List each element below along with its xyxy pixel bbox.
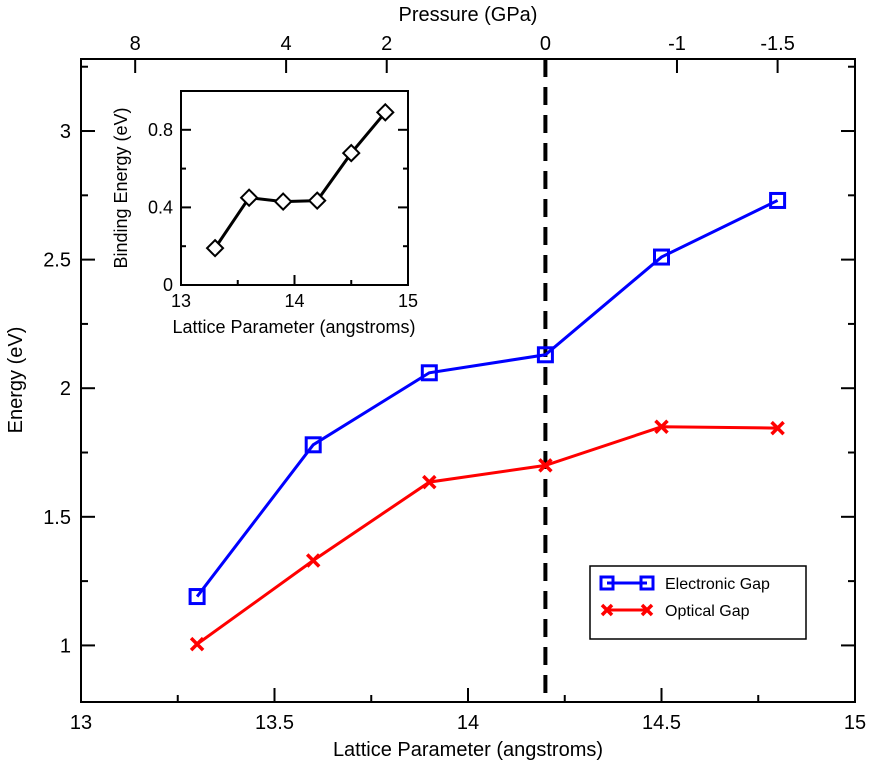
x-tick-label: 13.5 — [255, 712, 294, 734]
inset-x-tick-label: 14 — [284, 291, 304, 311]
inset-y-tick-label: 0.4 — [148, 197, 173, 217]
x-tick-label: 15 — [844, 712, 866, 734]
top-axis-label: Pressure (GPa) — [399, 4, 538, 26]
top-axis-tick-label: 4 — [281, 33, 292, 55]
legend-marker-optical-gap — [600, 603, 614, 617]
inset-y-axis-label: Binding Energy (eV) — [111, 107, 131, 268]
inset-series-line — [213, 111, 387, 249]
data-point-optical-gap — [305, 553, 321, 568]
inset-x-tick-label: 13 — [171, 291, 191, 311]
inset-x-axis-label: Lattice Parameter (angstroms) — [172, 317, 415, 337]
legend: Electronic Gap Optical Gap — [589, 565, 807, 640]
legend-marker-electronic-gap — [599, 575, 615, 591]
legend-label-electronic: Electronic Gap — [665, 576, 770, 593]
inset-data-point — [239, 188, 259, 208]
legend-label-optical: Optical Gap — [665, 603, 750, 620]
series-line-electronic-gap — [195, 199, 779, 598]
y-tick-label: 1.5 — [43, 507, 71, 529]
inset-y-tick-label: 0 — [163, 275, 173, 295]
data-point-electronic-gap — [769, 191, 787, 209]
data-point-electronic-gap — [304, 436, 322, 454]
y-tick-label: 2.5 — [43, 250, 71, 272]
top-axis-tick-label: 8 — [130, 33, 141, 55]
inset-x-tick-label: 15 — [398, 291, 418, 311]
inset-data-point — [273, 192, 293, 211]
data-point-optical-gap — [770, 420, 785, 436]
series-line-optical-gap — [196, 425, 778, 646]
top-axis-tick-label: -1 — [668, 33, 686, 55]
legend-marker-optical-gap — [640, 603, 654, 617]
data-point-electronic-gap — [536, 346, 554, 364]
inset-y-tick-label: 0.8 — [148, 120, 173, 140]
inset-data-point — [307, 191, 327, 211]
x-tick-label: 14.5 — [642, 712, 681, 734]
top-axis-tick-label: 0 — [540, 33, 551, 55]
x-tick-label: 13 — [70, 712, 92, 734]
data-point-electronic-gap — [653, 248, 670, 266]
top-axis-tick-label: 2 — [381, 33, 392, 55]
top-axis-tick-label: -1.5 — [760, 33, 794, 55]
inset-data-point — [205, 238, 225, 258]
y-tick-label: 1 — [60, 635, 71, 657]
y-tick-label: 2 — [60, 378, 71, 400]
data-point-optical-gap — [189, 636, 205, 652]
inset-data-point — [341, 143, 361, 163]
main-y-axis-label: Energy (eV) — [5, 327, 27, 434]
main-x-axis-label: Lattice Parameter (angstroms) — [333, 739, 603, 761]
y-tick-label: 3 — [60, 121, 71, 143]
data-point-optical-gap — [654, 419, 669, 435]
data-point-electronic-gap — [420, 364, 438, 382]
data-point-electronic-gap — [188, 588, 206, 606]
legend-marker-electronic-gap — [639, 575, 655, 591]
x-tick-label: 14 — [457, 712, 479, 734]
data-point-optical-gap — [422, 474, 437, 490]
legend-box — [589, 565, 807, 640]
inset-data-point — [375, 102, 395, 122]
data-point-optical-gap — [538, 458, 553, 473]
